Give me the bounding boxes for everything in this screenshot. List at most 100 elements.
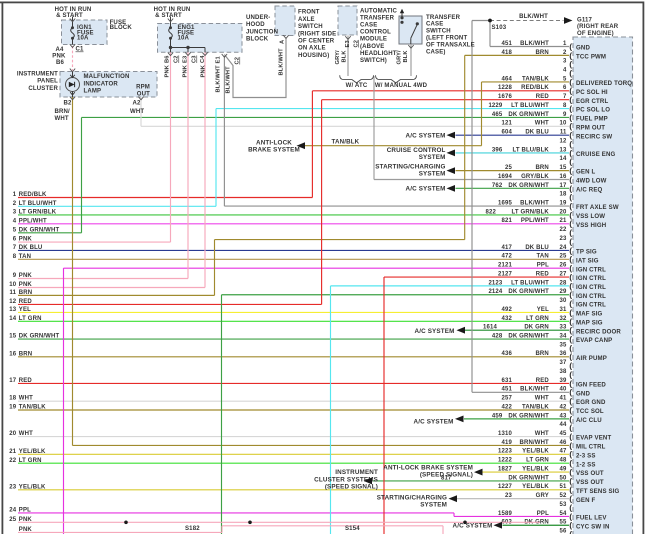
svg-text:S154: S154 bbox=[345, 526, 360, 532]
svg-text:36: 36 bbox=[560, 351, 567, 357]
svg-text:(: ( bbox=[569, 103, 572, 113]
svg-text:CRUISE CONTROL: CRUISE CONTROL bbox=[387, 147, 446, 154]
svg-text:(: ( bbox=[569, 59, 572, 69]
svg-text:42: 42 bbox=[560, 404, 567, 410]
svg-text:(: ( bbox=[569, 95, 572, 105]
svg-text:21: 21 bbox=[560, 218, 567, 224]
svg-text:762: 762 bbox=[492, 183, 503, 189]
svg-text:RED: RED bbox=[19, 299, 33, 305]
svg-text:419: 419 bbox=[502, 440, 513, 446]
svg-text:5: 5 bbox=[13, 227, 17, 233]
svg-text:14: 14 bbox=[9, 316, 16, 322]
svg-text:(: ( bbox=[569, 139, 572, 149]
svg-text:RED/BLK: RED/BLK bbox=[521, 85, 549, 91]
svg-text:RED: RED bbox=[536, 378, 550, 384]
svg-text:ANTI-LOCK BRAKE SYSTEM: ANTI-LOCK BRAKE SYSTEM bbox=[383, 465, 473, 472]
svg-text:(: ( bbox=[569, 50, 572, 60]
svg-text:PPL/WHT: PPL/WHT bbox=[19, 218, 47, 224]
svg-text:WHT: WHT bbox=[130, 109, 144, 115]
svg-text:YEL/BLK: YEL/BLK bbox=[19, 449, 46, 455]
svg-text:8: 8 bbox=[13, 254, 17, 260]
svg-text:C4: C4 bbox=[200, 55, 206, 63]
svg-text:A4: A4 bbox=[55, 47, 64, 53]
svg-text:(: ( bbox=[569, 405, 572, 415]
svg-text:10: 10 bbox=[9, 282, 16, 288]
svg-text:1: 1 bbox=[563, 41, 567, 47]
svg-text:(SPEED SIGNAL): (SPEED SIGNAL) bbox=[325, 484, 378, 491]
svg-text:C3: C3 bbox=[192, 55, 198, 63]
svg-text:1614: 1614 bbox=[483, 325, 497, 331]
svg-text:C1: C1 bbox=[76, 47, 85, 53]
svg-text:PNK: PNK bbox=[19, 237, 33, 243]
svg-text:DELIVERED TORQ: DELIVERED TORQ bbox=[576, 80, 632, 87]
svg-text:TAN: TAN bbox=[537, 254, 549, 260]
svg-text:BRN: BRN bbox=[535, 50, 548, 56]
svg-text:YEL: YEL bbox=[537, 307, 549, 313]
svg-text:24: 24 bbox=[560, 245, 567, 251]
svg-text:FUSE: FUSE bbox=[110, 20, 127, 26]
svg-text:38: 38 bbox=[560, 369, 567, 375]
svg-text:817: 817 bbox=[441, 476, 452, 482]
svg-text:(LEFT FRONT: (LEFT FRONT bbox=[426, 36, 467, 42]
svg-text:PANEL: PANEL bbox=[37, 79, 58, 85]
svg-text:WHT: WHT bbox=[535, 431, 549, 437]
svg-text:TAN/BLK: TAN/BLK bbox=[332, 139, 360, 146]
svg-text:TCC PWM: TCC PWM bbox=[576, 53, 606, 60]
svg-text:32: 32 bbox=[560, 316, 567, 322]
svg-text:DK GRN/WHT: DK GRN/WHT bbox=[19, 334, 60, 340]
svg-text:2121: 2121 bbox=[498, 263, 512, 269]
svg-text:WHT: WHT bbox=[55, 116, 69, 122]
svg-text:7: 7 bbox=[13, 245, 17, 251]
svg-text:ON AXLE: ON AXLE bbox=[298, 46, 326, 52]
svg-text:1310: 1310 bbox=[498, 431, 512, 437]
svg-text:OF ENGINE): OF ENGINE) bbox=[577, 31, 614, 37]
svg-text:23: 23 bbox=[505, 493, 512, 499]
svg-text:CYC SW IN: CYC SW IN bbox=[576, 523, 610, 530]
svg-text:GEN F: GEN F bbox=[576, 497, 595, 504]
svg-text:257: 257 bbox=[502, 396, 513, 402]
svg-text:(: ( bbox=[569, 121, 572, 131]
svg-text:8: 8 bbox=[563, 103, 567, 109]
svg-text:54: 54 bbox=[560, 511, 567, 517]
svg-text:MAP SIG: MAP SIG bbox=[576, 319, 603, 326]
svg-text:C2: C2 bbox=[235, 57, 241, 65]
svg-text:(RIGHT REAR: (RIGHT REAR bbox=[577, 24, 619, 30]
svg-text:6: 6 bbox=[563, 85, 567, 91]
svg-text:WHT: WHT bbox=[19, 431, 33, 437]
svg-text:SYSTEM: SYSTEM bbox=[419, 171, 446, 178]
svg-text:28: 28 bbox=[560, 280, 567, 286]
svg-text:12: 12 bbox=[9, 299, 16, 305]
svg-text:34: 34 bbox=[560, 333, 567, 339]
svg-text:(: ( bbox=[569, 174, 572, 184]
svg-text:2124: 2124 bbox=[488, 289, 502, 295]
svg-text:13: 13 bbox=[9, 307, 16, 313]
svg-text:TAN: TAN bbox=[19, 254, 31, 260]
svg-text:IGN CTRL: IGN CTRL bbox=[576, 302, 606, 309]
svg-text:DK GRN/WHT: DK GRN/WHT bbox=[508, 289, 549, 295]
svg-text:1228: 1228 bbox=[498, 85, 512, 91]
svg-text:(: ( bbox=[569, 494, 572, 504]
svg-text:PNK: PNK bbox=[52, 53, 66, 59]
svg-text:& START: & START bbox=[155, 13, 182, 19]
svg-text:BLK/WHT: BLK/WHT bbox=[279, 48, 285, 76]
svg-text:EVAP VENT: EVAP VENT bbox=[576, 435, 611, 442]
svg-text:SWITCH: SWITCH bbox=[426, 29, 451, 35]
svg-text:(: ( bbox=[569, 529, 572, 534]
svg-text:JUNCTION: JUNCTION bbox=[246, 29, 278, 35]
svg-text:25: 25 bbox=[9, 517, 16, 523]
svg-text:37: 37 bbox=[560, 360, 567, 366]
svg-text:AXLE: AXLE bbox=[298, 17, 315, 23]
svg-text:(: ( bbox=[569, 511, 572, 521]
svg-text:(: ( bbox=[569, 307, 572, 317]
svg-text:BLK: BLK bbox=[341, 50, 347, 63]
svg-text:SYSTEM: SYSTEM bbox=[420, 502, 447, 509]
svg-text:GRY: GRY bbox=[536, 493, 549, 499]
svg-text:TRANSFER: TRANSFER bbox=[360, 16, 395, 22]
svg-text:15: 15 bbox=[560, 165, 567, 171]
svg-text:PNK: PNK bbox=[19, 527, 33, 533]
svg-text:IAT SIG: IAT SIG bbox=[576, 257, 599, 264]
svg-text:VSS LOW: VSS LOW bbox=[576, 213, 605, 220]
svg-text:19: 19 bbox=[9, 405, 16, 411]
svg-text:LT GRN: LT GRN bbox=[19, 458, 42, 464]
svg-text:IGN CTRL: IGN CTRL bbox=[576, 275, 606, 282]
